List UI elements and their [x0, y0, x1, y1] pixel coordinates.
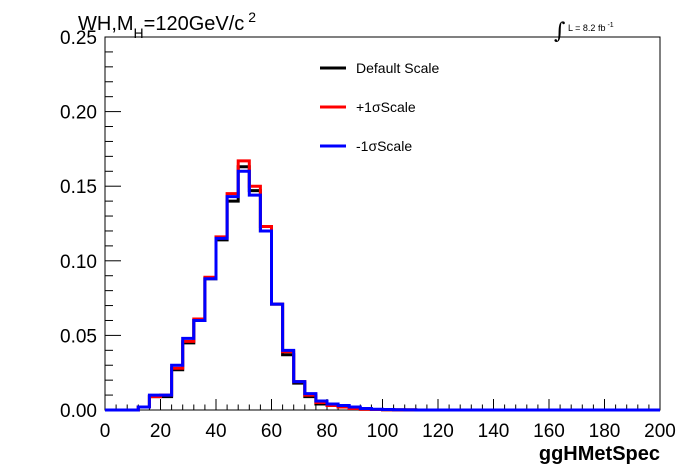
- axis-ticks: 0 20 40 60 80 100 120 140 160 180 200 0.00 0.05 0.10 0…: [60, 28, 676, 442]
- x-tick-label: 20: [150, 421, 171, 442]
- legend-label-0: Default Scale: [356, 60, 439, 76]
- plot-border: [104, 36, 661, 411]
- series-lines: [105, 159, 660, 412]
- title-rest: =120GeV/c: [144, 13, 245, 35]
- legend-label-2: -1σScale: [356, 138, 412, 154]
- title-subscript: H: [134, 25, 144, 41]
- x-axis-label: ggHMetSpec: [539, 443, 660, 465]
- x-tick-label: 140: [478, 421, 510, 442]
- lumi-label: L = 8.2 fb -1: [568, 22, 614, 33]
- x-tick-label: 180: [589, 421, 621, 442]
- legend-label-1: +1σScale: [356, 99, 416, 115]
- x-tick-label: 40: [205, 421, 226, 442]
- x-tick-label: 160: [533, 421, 565, 442]
- x-tick-label: 80: [316, 421, 337, 442]
- plot-frame: [104, 36, 661, 411]
- y-tick-label: 0.00: [60, 401, 97, 422]
- x-tick-label: 0: [100, 421, 111, 442]
- x-tick-label: 200: [644, 421, 676, 442]
- legend: Default Scale +1σScale -1σScale: [320, 60, 439, 154]
- lumi-text: L = 8.2 fb: [568, 23, 605, 33]
- y-tick-label: 0.20: [60, 103, 97, 124]
- title-superscript: 2: [248, 9, 256, 25]
- x-tick-label: 120: [422, 421, 454, 442]
- title-main: WH,M: [78, 13, 134, 35]
- lumi-integral-icon: ∫: [554, 19, 566, 44]
- y-tick-label: 0.15: [60, 177, 97, 198]
- x-tick-label: 60: [261, 421, 282, 442]
- series-line-0: [105, 165, 660, 412]
- chart-title: WH,MH=120GeV/c 2: [78, 9, 256, 41]
- y-tick-label: 0.25: [60, 28, 97, 49]
- series-line-1: [105, 159, 660, 412]
- lumi-superscript: -1: [607, 22, 613, 29]
- x-tick-label: 100: [367, 421, 399, 442]
- y-tick-label: 0.10: [60, 252, 97, 273]
- series-line-2: [105, 169, 660, 412]
- y-tick-label: 0.05: [60, 326, 97, 347]
